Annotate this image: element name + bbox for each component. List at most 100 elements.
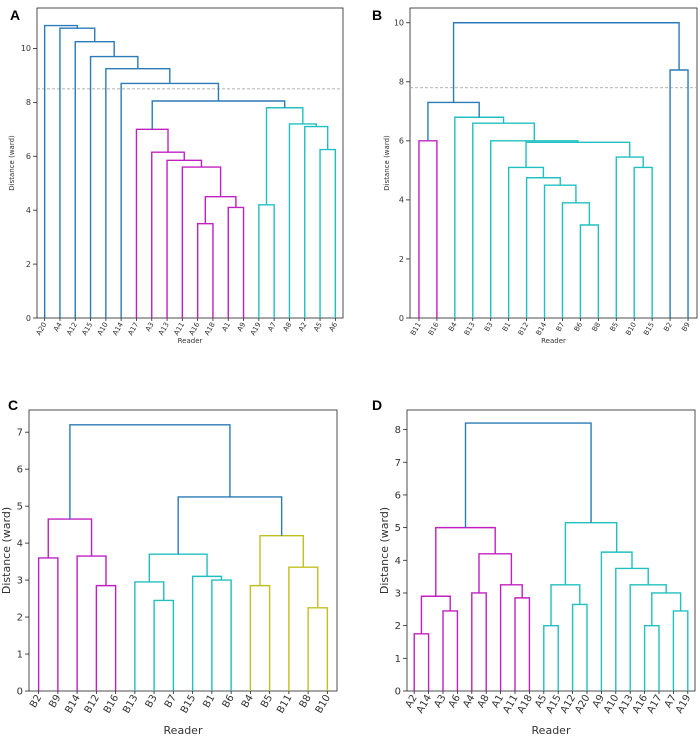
panel-d-link-3 [471,592,487,691]
panel-a-leaf-label-A4: A4 [52,321,64,333]
panel-b-ytick-label: 4 [399,196,404,205]
panel-a-leaf-label-A12: A12 [65,321,79,337]
panel-b-leaf-label-B15: B15 [642,321,656,337]
panel-c-leaf-label-B1: B1 [201,693,217,710]
panel-d-leaf-label-A17: A17 [645,693,664,715]
panel-c-ytick-label: 6 [17,465,23,476]
panel-a-leaf-label-A10: A10 [96,321,110,337]
panel-d-link-17 [564,522,618,585]
panel-c-leaf-label-B2: B2 [28,693,44,710]
panel-c-leaf-label-B5: B5 [259,693,275,710]
panel-a-link-1 [196,222,214,318]
panel-a-leaf-label-A17: A17 [127,321,141,337]
panel-a-leaf-label-A2: A2 [297,321,309,333]
panel-b-y-axis-label: Distance (ward) [383,135,391,191]
panel-c-letter: C [8,397,18,413]
panel-c-leaf-label-B14: B14 [63,693,82,715]
panel-a-leaf-label-A20: A20 [35,321,49,337]
panel-b-leaf-label-B6: B6 [573,321,585,333]
panel-b-link-14 [452,22,680,103]
panel-c-leaf-label-B16: B16 [102,693,121,715]
panel-c-link-4 [153,599,175,691]
panel-a-leaf-label-A8: A8 [282,321,294,333]
panel-b-leaf-label-B4: B4 [447,321,459,333]
panel-a-letter: A [10,7,20,23]
panel-c-ytick-label: 0 [17,687,23,698]
panel-d-link-9 [571,603,588,691]
panel-a-leaf-label-A1: A1 [221,321,233,333]
panel-c-leaf-label-B4: B4 [240,693,256,710]
panel-b-ytick-label: 0 [399,314,404,323]
panel-d-link-6 [478,553,513,593]
panel-c-link-5 [134,581,165,691]
panel-a-leaf-label-A5: A5 [312,321,324,333]
panel-a-leaf-label-A3: A3 [144,321,156,333]
panel-a-leaf-label-A16: A16 [188,321,202,337]
panel-a-ytick-label: 6 [26,152,31,161]
panel-a-leaf-label-A15: A15 [81,321,95,337]
panel-d-x-axis-label: Reader [532,724,571,737]
panel-d-link-11 [643,624,660,691]
panel-b-leaf-label-B2: B2 [662,321,674,333]
panel-d-link-13 [651,592,682,626]
panel-c-leaf-label-B13: B13 [121,693,140,715]
panel-a-leaf-label-A9: A9 [236,321,248,333]
panel-c-leaf-label-B12: B12 [83,693,102,715]
panel-c-leaf-label-B15: B15 [179,693,198,715]
panel-c-ytick-label: 1 [17,650,23,661]
panel-d-link-10 [550,584,581,626]
panel-a-link-7 [319,148,337,318]
panel-d-link-0 [413,633,430,691]
panel-b-link-5 [507,166,545,318]
panel-b-link-1 [579,224,600,318]
panel-c-link-0 [37,557,59,691]
panel-b-leaf-label-B10: B10 [624,321,638,337]
panel-a-leaf-label-A18: A18 [203,321,217,337]
panel-d-leaf-label-A19: A19 [674,693,693,715]
panel-c-ytick-label: 7 [17,428,23,439]
panel-a-link-17 [59,27,96,318]
panel-b-link-11 [454,116,505,318]
panel-b-leaf-label-B1: B1 [501,321,513,333]
panel-d-leaf-label-A18: A18 [516,693,535,715]
panel-a-ytick-label: 0 [26,314,31,323]
panel-a-link-2 [204,195,237,224]
panel-a-link-9 [288,123,317,318]
panel-b-link-13 [669,69,689,318]
panel-b-link-4 [525,177,561,318]
panel-d-link-1 [442,610,459,691]
panel-d-link-8 [543,624,559,691]
panel-a-link-3 [181,166,222,318]
panel-d-link-14 [629,584,667,691]
panel-a-leaf-label-A13: A13 [157,321,171,337]
panel-c-link-7 [191,575,223,691]
panel-b-link-2 [561,202,591,318]
panel-b-link-0 [418,140,438,318]
panel-b-leaf-label-B16: B16 [427,321,441,337]
panel-a-leaf-label-A19: A19 [249,321,263,337]
panel-b-leaf-label-B14: B14 [535,321,549,337]
panel-c-link-6 [211,579,232,691]
panel-a-link-10 [258,204,275,318]
panel-a: A 0 2 4 6 8 10 A20 A4 A12 A15 A10 A14 A17 A3 A13 A11 A16… [8,7,344,345]
panel-c-link-13 [177,496,283,555]
panel-d-leaf-label-A6: A6 [447,693,463,710]
panel-b-ytick-label: 10 [394,19,404,28]
panel-c-y-axis-label: Distance (ward) [0,507,13,594]
panel-d-link-12 [672,610,689,691]
panel-a-ytick-label: 4 [26,206,31,215]
panel-a-ytick-label: 8 [26,98,31,107]
panel-d-ytick-label: 7 [395,458,401,469]
panel-b-leaf-label-B3: B3 [483,321,495,333]
panel-a-link-5 [151,151,185,318]
panel-d-link-16 [600,551,633,691]
panel-a-link-13 [120,82,220,318]
panel-b-ytick-label: 6 [399,137,404,146]
panel-c-link-10 [307,607,329,691]
panel-c-leaf-label-B7: B7 [163,693,179,710]
panel-b-leaf-label-B7: B7 [555,321,567,333]
panel-d-leaf-label-A20: A20 [573,693,592,715]
